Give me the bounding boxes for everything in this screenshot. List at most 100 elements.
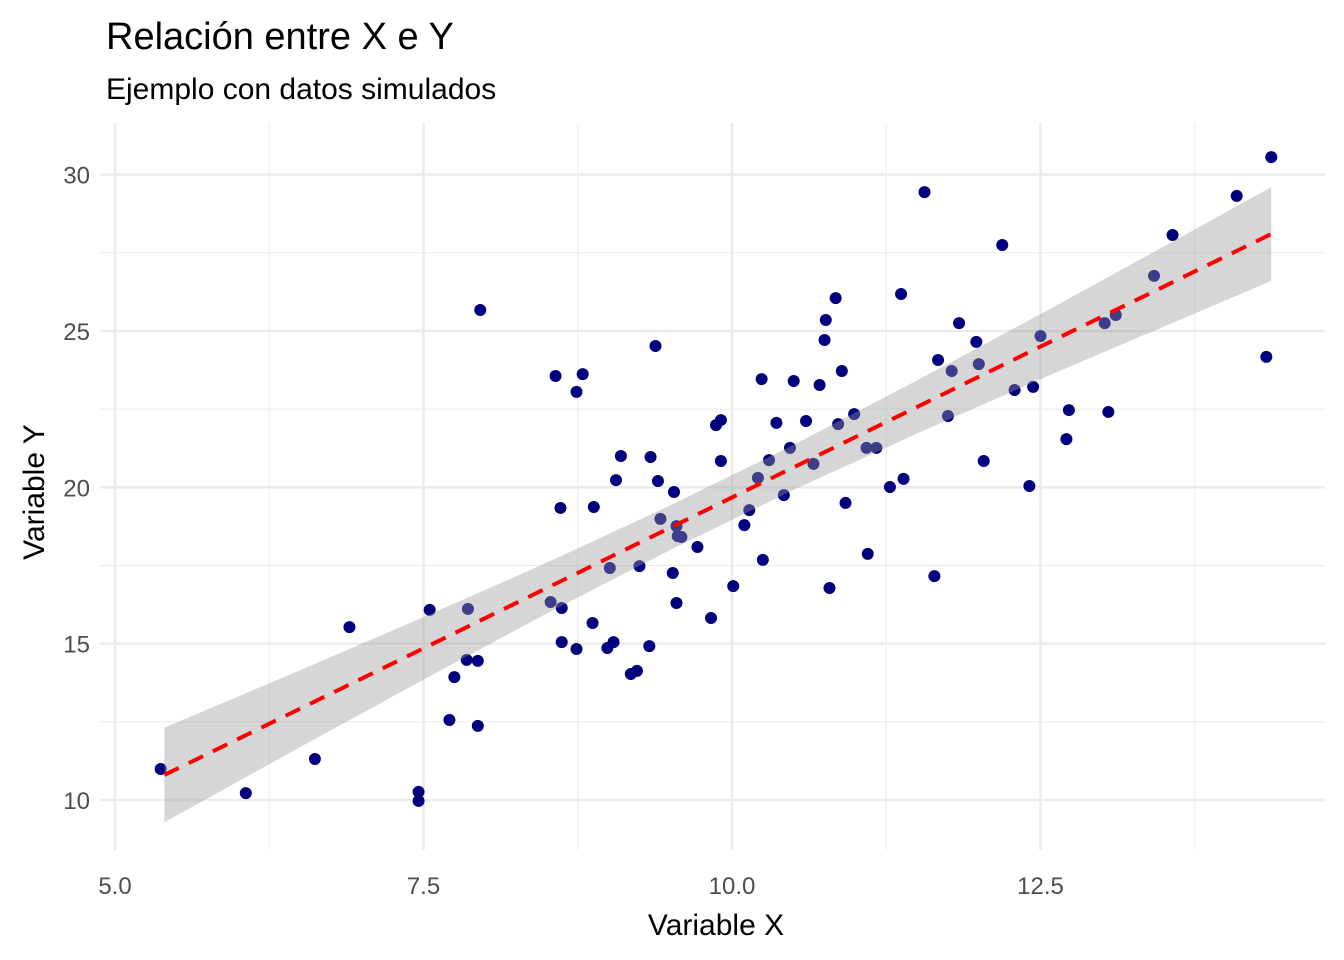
data-point	[870, 441, 883, 454]
data-point	[953, 317, 966, 330]
data-point	[1098, 317, 1111, 330]
data-point	[848, 408, 861, 421]
data-point	[823, 581, 836, 594]
data-point	[614, 450, 627, 463]
data-point	[972, 358, 985, 371]
x-tick-label: 10.0	[709, 873, 756, 900]
data-point	[783, 441, 796, 454]
data-point	[643, 640, 656, 653]
data-point	[756, 553, 769, 566]
data-point	[691, 541, 704, 554]
data-point	[633, 560, 646, 573]
data-point	[743, 504, 756, 517]
data-point	[343, 621, 356, 634]
data-point	[861, 547, 874, 560]
x-tick-label: 7.5	[407, 873, 440, 900]
major-gridlines	[100, 123, 1325, 850]
data-point	[649, 339, 662, 352]
data-point	[1060, 433, 1073, 446]
data-point	[977, 455, 990, 468]
data-point	[970, 335, 983, 348]
data-point	[1008, 384, 1021, 397]
data-point	[570, 642, 583, 655]
data-point	[1166, 228, 1179, 241]
data-point	[549, 369, 562, 382]
x-tick-labels: 5.0 7.5 10.0 12.5	[98, 873, 1064, 900]
data-point	[654, 512, 667, 525]
data-point	[423, 603, 436, 616]
data-point	[755, 373, 768, 386]
data-point	[154, 763, 167, 776]
data-point	[819, 314, 832, 327]
data-point	[586, 617, 599, 630]
data-point	[587, 501, 600, 514]
data-point	[555, 636, 568, 649]
data-point	[675, 531, 688, 544]
data-point	[932, 354, 945, 367]
data-point	[471, 719, 484, 732]
data-point	[443, 713, 456, 726]
data-point	[603, 561, 616, 574]
data-point	[412, 785, 425, 798]
y-tick-label: 20	[63, 475, 90, 502]
data-point	[714, 414, 727, 427]
y-tick-label: 10	[63, 788, 90, 815]
chart-title: Relación entre X e Y	[106, 16, 454, 58]
data-point	[461, 602, 474, 615]
data-point	[918, 186, 931, 199]
data-point	[666, 566, 679, 579]
data-point	[554, 501, 567, 514]
y-tick-label: 25	[63, 319, 90, 346]
data-point	[1265, 151, 1278, 164]
data-point	[607, 636, 620, 649]
data-point	[1027, 380, 1040, 393]
data-point	[239, 787, 252, 800]
data-point	[813, 379, 826, 392]
data-point	[777, 489, 790, 502]
chart-subtitle: Ejemplo con datos simulados	[106, 73, 496, 106]
data-point	[630, 664, 643, 677]
data-point	[832, 418, 845, 431]
data-point	[1023, 480, 1036, 493]
data-point	[714, 455, 727, 468]
data-point	[1260, 350, 1273, 363]
data-point	[668, 485, 681, 498]
data-point	[738, 519, 751, 532]
data-point	[807, 457, 820, 470]
fit-line-group	[163, 232, 1273, 777]
data-point	[897, 472, 910, 485]
data-point	[651, 475, 664, 488]
data-point	[751, 471, 764, 484]
data-point	[1034, 329, 1047, 342]
x-tick-label: 12.5	[1017, 873, 1064, 900]
data-point	[770, 416, 783, 429]
data-point	[818, 334, 831, 347]
data-point	[839, 496, 852, 509]
data-point	[670, 596, 683, 609]
x-axis-label: Variable X	[648, 909, 784, 942]
y-tick-label: 30	[63, 163, 90, 190]
data-point	[544, 596, 557, 609]
y-tick-label: 15	[63, 632, 90, 659]
data-point	[941, 410, 954, 423]
data-point	[570, 385, 583, 398]
data-point	[727, 580, 740, 593]
data-point	[610, 474, 623, 487]
data-point	[928, 570, 941, 583]
confidence-band	[164, 187, 1272, 823]
data-point	[471, 654, 484, 667]
data-point	[945, 364, 958, 377]
data-point	[1148, 269, 1161, 282]
data-point	[308, 753, 321, 766]
data-point	[555, 602, 568, 615]
minor-gridlines	[100, 123, 1325, 850]
data-point	[1230, 189, 1243, 202]
regression-line	[163, 232, 1273, 777]
data-point	[460, 653, 473, 666]
data-point	[644, 450, 657, 463]
data-point	[763, 454, 776, 467]
x-tick-label: 5.0	[98, 873, 131, 900]
confidence-band-group	[164, 187, 1272, 823]
data-point	[860, 441, 873, 454]
